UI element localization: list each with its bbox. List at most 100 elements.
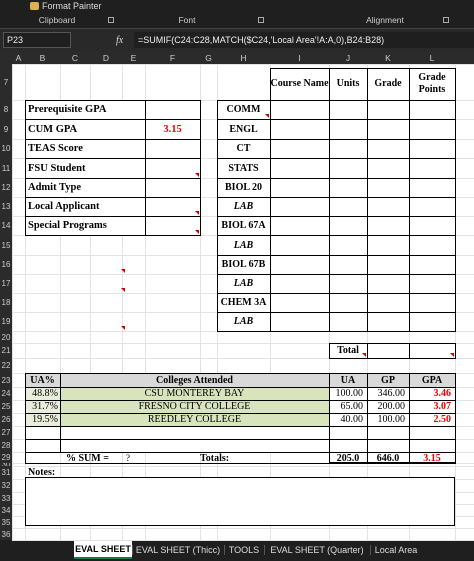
course-name: STATS <box>228 162 259 174</box>
course-header: Grade <box>374 78 402 89</box>
sheet-tab[interactable]: TOOLS <box>228 545 260 555</box>
course-grid-cell <box>409 100 456 120</box>
row-header[interactable]: 26 <box>1 415 11 424</box>
row-header[interactable]: 25 <box>1 402 11 411</box>
gridline-horizontal <box>12 528 474 529</box>
colleges-cell <box>367 426 410 440</box>
row-header[interactable]: 33 <box>1 493 11 503</box>
row-header[interactable]: 8 <box>3 105 9 114</box>
colleges-cell <box>25 426 61 440</box>
sheet-tab[interactable]: EVAL SHEET <box>74 541 132 559</box>
ribbon-group-label: Font <box>178 15 196 25</box>
sheet-tab[interactable]: Local Area <box>374 545 418 555</box>
row-header[interactable]: 34 <box>1 505 11 515</box>
row-header[interactable]: 12 <box>1 183 11 192</box>
colleges-value: 100.00 <box>335 388 364 399</box>
row-header[interactable]: 13 <box>1 202 11 211</box>
row-header[interactable]: 19 <box>1 317 11 326</box>
colleges-header: UA% <box>30 374 55 386</box>
column-header[interactable]: C <box>71 52 79 63</box>
column-header[interactable]: L <box>429 52 435 63</box>
course-name: LAB <box>233 278 254 289</box>
row-header[interactable]: 17 <box>1 279 11 288</box>
course-grid-cell <box>367 178 410 198</box>
row-header[interactable]: 14 <box>1 221 11 230</box>
row-header[interactable]: 9 <box>3 124 9 134</box>
course-header: Units <box>336 78 360 89</box>
column-header[interactable]: J <box>345 52 351 63</box>
column-header[interactable]: E <box>130 52 137 63</box>
info-label: Admit Type <box>28 182 81 193</box>
sheet-tab[interactable]: EVAL SHEET (Thicc) <box>135 545 221 555</box>
row-header[interactable]: 24 <box>1 389 11 398</box>
colleges-value: 100.00 <box>377 414 406 425</box>
row-header[interactable]: 20 <box>1 332 11 342</box>
colleges-value: CSU MONTEREY BAY <box>144 388 245 399</box>
course-grid-cell <box>409 119 456 140</box>
row-header[interactable]: 22 <box>1 361 11 370</box>
course-name: LAB <box>233 201 254 212</box>
course-grid-cell <box>270 235 330 256</box>
course-grid-cell <box>270 139 330 159</box>
row-header[interactable]: 7 <box>3 77 9 87</box>
column-header[interactable]: B <box>39 52 46 63</box>
row-header[interactable]: 10 <box>1 144 11 153</box>
sheet-tab[interactable]: EVAL SHEET (Quarter) <box>270 545 364 555</box>
formula-input <box>134 32 474 48</box>
colleges-cell <box>409 439 456 453</box>
row-header[interactable]: 30 <box>0 463 12 466</box>
row-header[interactable]: 31 <box>1 468 11 477</box>
column-header[interactable]: D <box>102 52 110 63</box>
row-header[interactable]: 27 <box>1 428 11 437</box>
row-header[interactable]: 32 <box>1 481 11 490</box>
column-header[interactable]: K <box>385 52 391 63</box>
totals-cell <box>409 452 456 464</box>
course-header: Grade Points <box>418 72 446 95</box>
row-header[interactable]: 11 <box>1 163 11 173</box>
course-grid-cell <box>329 139 368 159</box>
row-header[interactable]: 35 <box>1 517 11 527</box>
colleges-header: UA <box>340 374 356 386</box>
colleges-cell <box>329 439 368 453</box>
column-header[interactable]: G <box>205 52 212 63</box>
row-header[interactable]: 23 <box>1 375 11 385</box>
row-header[interactable]: 18 <box>1 298 11 307</box>
row-header[interactable]: 28 <box>1 441 11 450</box>
totals-label: Totals: <box>200 452 230 464</box>
row-header[interactable]: 15 <box>1 240 11 250</box>
course-grid-cell <box>329 119 368 140</box>
fx-icon: fx <box>116 34 124 46</box>
totals-value: 205.0 <box>336 452 360 464</box>
info-value-cell <box>145 139 201 159</box>
row-header[interactable]: 29 <box>1 453 11 462</box>
course-grid-cell <box>409 235 456 256</box>
comment-indicator <box>362 353 366 357</box>
course-grid-cell <box>367 274 410 294</box>
comment-indicator <box>265 114 269 118</box>
column-header[interactable]: I <box>298 52 301 63</box>
name-box-text[interactable]: P23 <box>7 35 24 45</box>
gridline-horizontal <box>12 343 474 344</box>
course-grid-cell <box>329 274 368 294</box>
colleges-value: 31.7% <box>32 401 58 412</box>
colleges-value: 65.00 <box>340 401 364 412</box>
info-value-cell <box>145 197 201 217</box>
course-name: LAB <box>233 316 254 327</box>
row-header[interactable]: 21 <box>1 346 11 355</box>
column-header[interactable]: F <box>169 52 176 63</box>
column-header[interactable]: A <box>15 52 22 63</box>
column-header[interactable]: H <box>240 52 247 63</box>
row-header[interactable]: 36 <box>1 529 11 539</box>
comment-indicator <box>450 353 454 357</box>
format-painter[interactable]: Format Painter <box>42 1 102 11</box>
course-grid-cell <box>270 100 330 120</box>
ribbon-separator <box>0 28 474 29</box>
notes-label: Notes: <box>28 467 56 478</box>
gridline-vertical <box>200 64 201 540</box>
course-grid-cell <box>270 216 330 236</box>
row-header[interactable]: 16 <box>1 260 11 269</box>
total-points-cell <box>409 343 456 359</box>
formula-text[interactable]: =SUMIF(C24:C28,MATCH($C24,'Local Area'!A… <box>138 35 385 45</box>
course-grid-cell <box>409 216 456 236</box>
course-grid-cell <box>329 235 368 256</box>
